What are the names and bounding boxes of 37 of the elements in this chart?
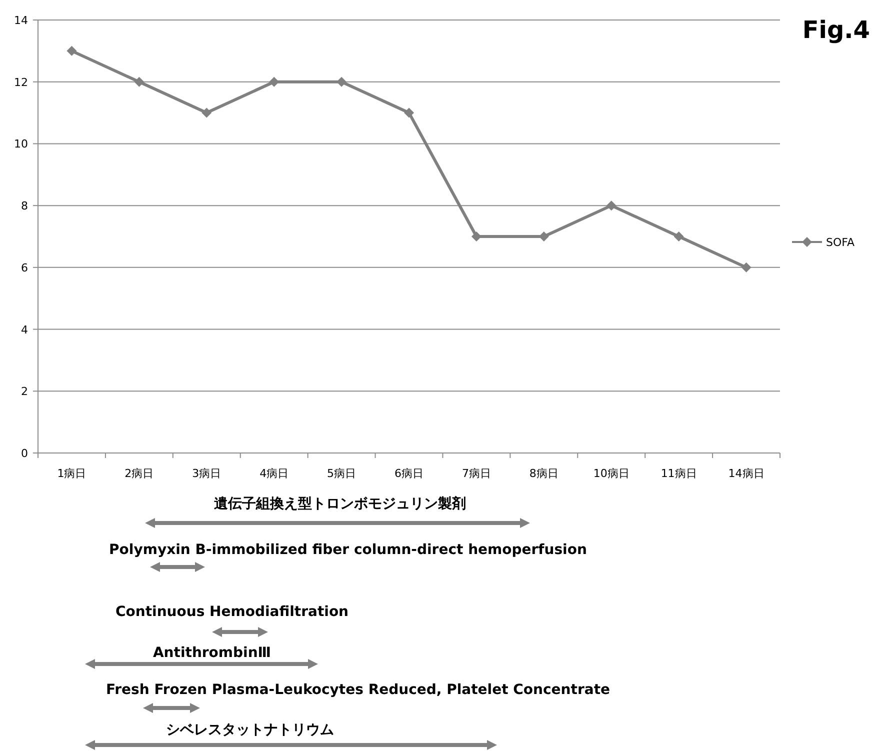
point — [471, 232, 482, 242]
point — [336, 76, 347, 87]
x-tick-label: 6病日 — [394, 467, 424, 480]
y-tick-label: 14 — [14, 14, 28, 27]
y-tick-label: 10 — [14, 138, 28, 151]
x-tick-label: 14病日 — [728, 467, 764, 480]
x-tick-label: 10病日 — [593, 467, 630, 480]
text: Polymyxin B-immobilized fiber column-direct hemoperfusion — [109, 542, 587, 558]
point — [269, 76, 280, 87]
y-tick-label: 8 — [21, 200, 28, 213]
y-tick-label: 4 — [21, 323, 28, 336]
x-tick-label: 1病日 — [57, 467, 86, 480]
text: シベレスタットナトリウム — [166, 722, 334, 738]
point — [202, 108, 212, 118]
point — [404, 108, 414, 118]
y-tick-label: 2 — [21, 385, 28, 398]
x-tick-label: 11病日 — [660, 467, 697, 480]
legend-label: SOFA — [826, 236, 855, 249]
point — [741, 262, 752, 272]
x-tick-label: 4病日 — [260, 467, 289, 480]
text: 遺伝子組換え型トロンボモジュリン製剤 — [213, 495, 466, 512]
y-tick-label: 12 — [14, 76, 28, 89]
text: Continuous Hemodiafiltration — [115, 604, 349, 620]
x-tick-label: 7病日 — [462, 467, 491, 480]
y-tick-label: 0 — [21, 447, 28, 460]
x-tick-label: 3病日 — [192, 467, 222, 480]
text: Fig.4 — [802, 16, 870, 44]
x-tick-label: 2病日 — [124, 467, 154, 480]
point — [134, 76, 144, 87]
x-tick-label: 5病日 — [327, 467, 356, 480]
x-tick-label: 8病日 — [529, 467, 558, 480]
point — [66, 46, 77, 56]
y-tick-label: 6 — [21, 261, 28, 274]
text: AntithrombinⅢ — [152, 645, 272, 661]
text: Fresh Frozen Plasma-Leukocytes Reduced, Platelet Concentrate — [106, 682, 610, 698]
point — [606, 200, 616, 211]
point — [674, 232, 684, 242]
